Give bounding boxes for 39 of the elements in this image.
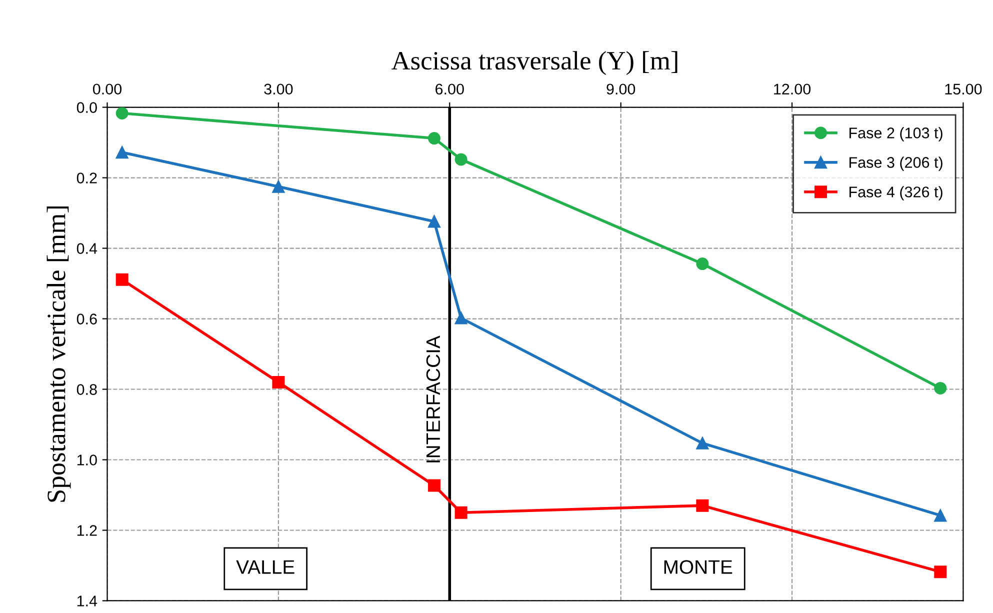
point bbox=[454, 312, 468, 324]
x-tick-label: 6.00 bbox=[436, 84, 464, 95]
y-tick-label: 0.2 bbox=[76, 172, 97, 184]
legend-label: Fase 3 (206 t) bbox=[850, 156, 942, 171]
point bbox=[428, 479, 440, 492]
point bbox=[116, 146, 128, 159]
x-tick-label: 3.00 bbox=[264, 84, 293, 95]
x-tick-label: 0.00 bbox=[92, 84, 122, 95]
y-axis-title: Spostamento verticale [mm] bbox=[46, 206, 71, 502]
point bbox=[116, 273, 128, 286]
point bbox=[696, 258, 709, 270]
point bbox=[934, 509, 947, 522]
y-tick-label: 1.2 bbox=[77, 525, 97, 536]
point bbox=[934, 566, 947, 578]
x-tick-label: 15.00 bbox=[945, 84, 982, 95]
y-tick-label: 0.4 bbox=[76, 243, 98, 254]
y-tick-label: 0.8 bbox=[76, 384, 97, 395]
y-tick-label: 0.6 bbox=[76, 314, 97, 324]
ref-line-label: INTERFACCIA bbox=[426, 336, 440, 462]
y-tick-label: 1.4 bbox=[77, 596, 98, 606]
point bbox=[272, 376, 285, 388]
y-tick-label: 1.0 bbox=[77, 454, 97, 466]
point bbox=[454, 153, 468, 166]
point bbox=[696, 436, 709, 450]
y-tick-label: 0.0 bbox=[76, 102, 97, 113]
x-tick-label: 12.00 bbox=[774, 84, 811, 95]
point bbox=[428, 215, 440, 228]
legend-label: Fase 4 (326 t) bbox=[850, 186, 942, 200]
point bbox=[696, 499, 709, 512]
x-axis-title: Ascissa trasversale (Y) [m] bbox=[391, 51, 678, 76]
point bbox=[116, 107, 128, 120]
point bbox=[428, 132, 440, 145]
legend-label: Fase 2 (103 t) bbox=[850, 127, 942, 142]
x-tick-label: 9.00 bbox=[606, 84, 636, 95]
annotation: MONTE bbox=[664, 560, 732, 574]
annotation: VALLE bbox=[236, 560, 294, 574]
point bbox=[454, 506, 468, 519]
point bbox=[934, 382, 947, 394]
point bbox=[272, 180, 285, 193]
